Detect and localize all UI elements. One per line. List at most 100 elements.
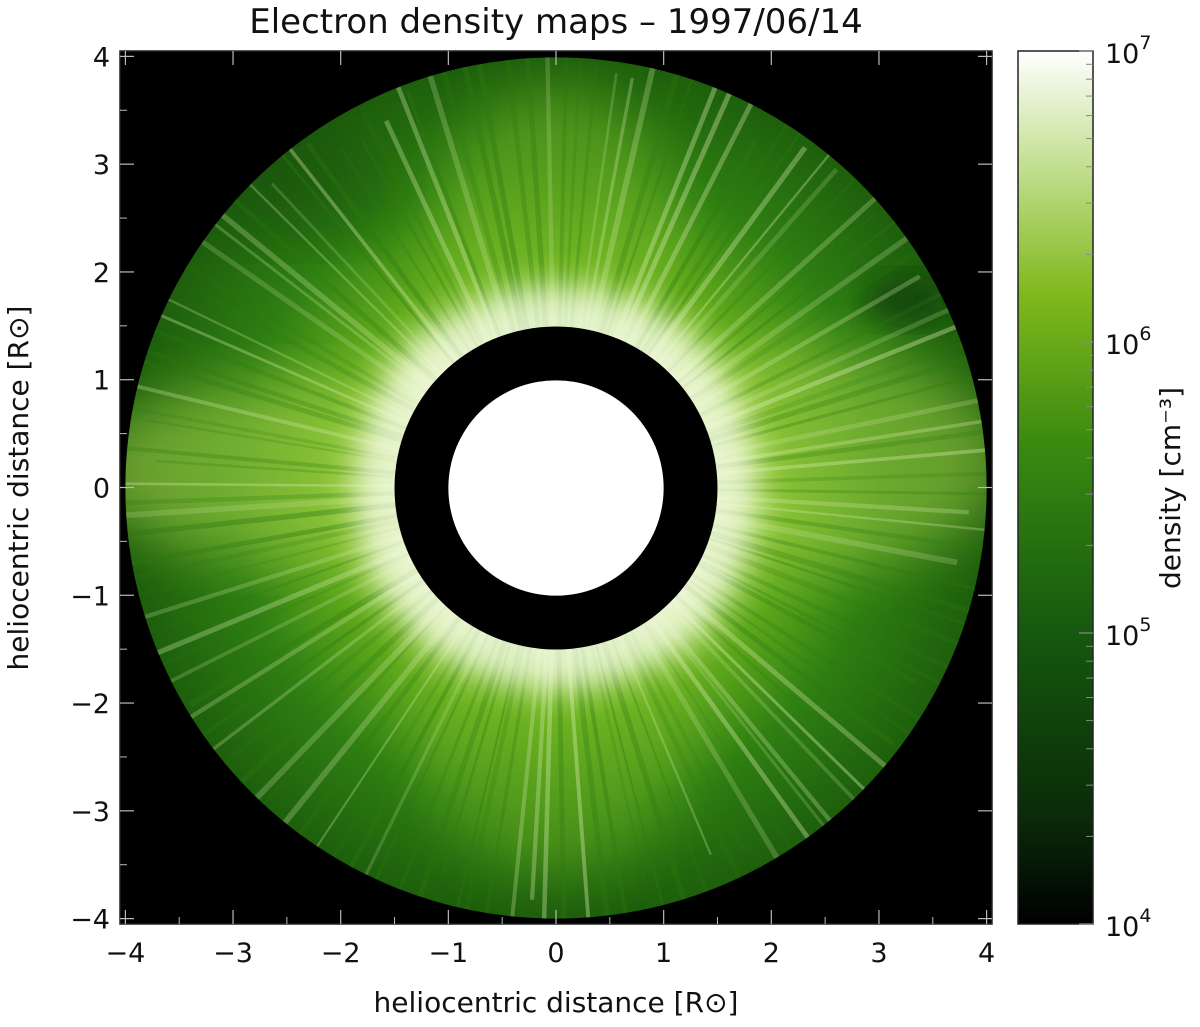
corona-ray <box>125 513 398 571</box>
corona-ray <box>130 533 403 624</box>
corona-ray <box>543 57 555 327</box>
colorbar-tick-label: 107 <box>1105 32 1151 70</box>
corona-ray <box>556 648 568 919</box>
y-tick-label: −1 <box>70 581 110 612</box>
corona-ray <box>217 595 441 805</box>
corona-ray <box>351 637 500 919</box>
corona-ray <box>707 292 987 437</box>
corona-ray <box>125 526 400 620</box>
corona-ray <box>628 629 746 851</box>
corona-ray <box>498 647 542 919</box>
corona-ray <box>415 57 517 333</box>
corona-ray <box>705 543 987 659</box>
dark-patch-ne <box>865 275 945 325</box>
corona-ray <box>715 409 987 465</box>
corona-ray <box>277 615 462 864</box>
colorbar: 104 105 106 107 density [cm⁻³] <box>1017 32 1187 943</box>
corona-ray <box>715 508 987 565</box>
corona-ray <box>677 211 878 384</box>
corona-ray <box>622 632 747 890</box>
x-axis-label: heliocentric distance [R⊙] <box>374 986 739 1019</box>
corona-ray <box>717 495 969 515</box>
corona-rays <box>125 57 987 919</box>
corona-ray <box>666 602 881 828</box>
corona-ray <box>359 136 479 348</box>
corona-ray <box>649 145 808 359</box>
colorbar-label: density [cm⁻³] <box>1154 387 1187 589</box>
corona-ray <box>713 374 987 458</box>
colorbar-tick-label: 104 <box>1105 905 1151 943</box>
y-tick-label: 3 <box>93 150 110 181</box>
corona-ray <box>716 438 987 476</box>
corona-ray <box>696 562 916 684</box>
corona-ray <box>694 274 921 409</box>
y-tick-label: 0 <box>93 474 110 505</box>
corona-ray <box>686 209 947 397</box>
corona-ray <box>125 311 404 439</box>
corona-ray <box>712 523 987 627</box>
y-ticks: −4 −3 −2 −1 0 1 2 3 4 <box>70 42 992 936</box>
x-tick-label: 0 <box>547 938 564 969</box>
corona-ray <box>598 57 705 334</box>
corona-ray <box>145 418 397 463</box>
corona-ray <box>716 502 987 543</box>
corona-ray <box>640 107 801 353</box>
corona-ray <box>125 401 398 460</box>
corona-ray <box>613 81 720 339</box>
y-tick-label: 1 <box>93 366 110 397</box>
y-tick-label: 4 <box>93 42 110 73</box>
corona-ray <box>440 644 521 919</box>
y-tick-label: −3 <box>70 797 110 828</box>
corona-ray <box>569 62 598 327</box>
corona-ray <box>125 490 395 509</box>
corona-ray <box>341 148 471 352</box>
corona-ray <box>125 480 395 488</box>
corona-ray <box>709 332 987 442</box>
corona-ray <box>344 631 487 916</box>
corona-ray <box>155 459 395 479</box>
corona-ray <box>601 640 720 919</box>
corona-ray <box>131 552 410 680</box>
corona-ray <box>691 572 947 738</box>
y-tick-label: 2 <box>93 258 110 289</box>
corona-ray <box>566 648 601 919</box>
corona-ray <box>617 635 712 856</box>
colorbar-tick-label: 105 <box>1105 614 1151 652</box>
corona-ray <box>125 495 396 526</box>
corona-ray <box>444 644 525 919</box>
corona-ray <box>717 488 987 497</box>
y-tick-label: −4 <box>70 905 110 936</box>
corona-ray <box>674 594 857 759</box>
corona-ray <box>127 502 396 537</box>
corona-ray <box>577 73 618 328</box>
corona-ray <box>305 142 464 359</box>
x-ticks: −4 −3 −2 −1 0 1 2 3 4 <box>105 51 995 969</box>
corona-ray <box>170 540 405 627</box>
y-tick-label: −2 <box>70 689 110 720</box>
corona-ray <box>205 293 416 412</box>
corona-ray <box>125 546 408 669</box>
y-axis-label: heliocentric distance [R⊙] <box>2 306 35 671</box>
x-tick-label: 1 <box>655 938 672 969</box>
corona-ray <box>270 182 447 371</box>
corona-ray <box>458 57 525 331</box>
corona-ray <box>572 647 616 919</box>
corona-ray <box>704 317 977 430</box>
corona-ray <box>702 260 987 424</box>
corona-ray <box>699 292 942 417</box>
corona-ray <box>125 330 403 443</box>
chart-title: Electron density maps – 1997/06/14 <box>249 2 863 42</box>
plot-area: −4 −3 −2 −1 0 1 2 3 4 −4 −3 −2 −1 0 1 2 3 4 <box>70 42 995 969</box>
corona-ray <box>529 648 549 900</box>
corona-ray <box>709 530 987 620</box>
x-tick-label: 3 <box>870 938 887 969</box>
corona-ray <box>159 210 425 398</box>
corona-ray <box>661 167 839 368</box>
corona-ray <box>382 639 508 919</box>
corona-ray <box>383 119 491 343</box>
corona-ray <box>188 567 419 708</box>
corona-ray <box>594 643 669 919</box>
corona-ray <box>405 90 502 337</box>
corona-ray <box>467 646 532 919</box>
corona-ray <box>714 514 958 566</box>
